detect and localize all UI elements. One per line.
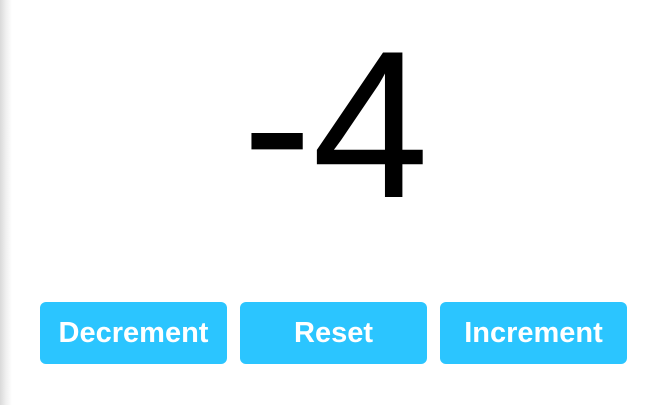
counter-controls: Decrement Reset Increment: [40, 302, 630, 364]
counter-value: -4: [242, 7, 429, 242]
window-edge-shadow: [0, 0, 12, 405]
increment-button[interactable]: Increment: [440, 302, 627, 364]
decrement-button[interactable]: Decrement: [40, 302, 227, 364]
reset-button[interactable]: Reset: [240, 302, 427, 364]
